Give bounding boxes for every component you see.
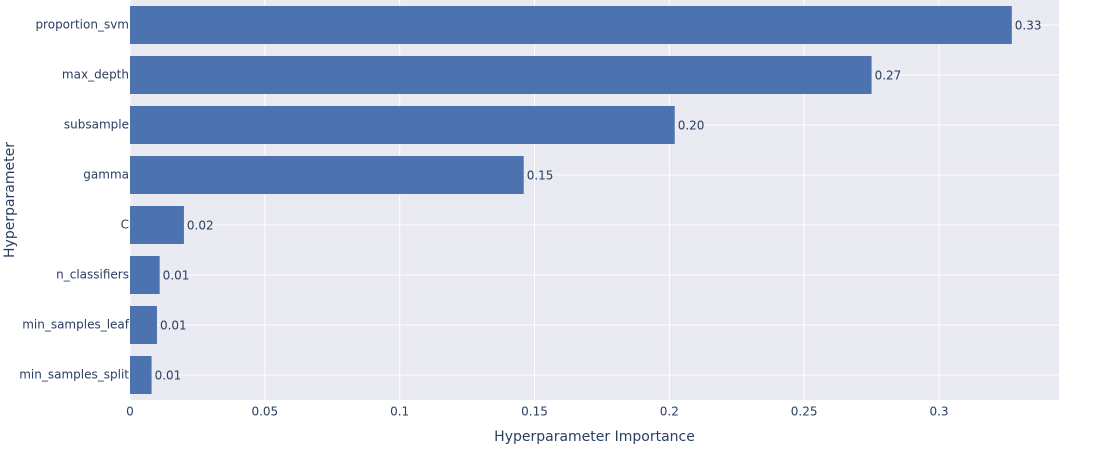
bar[interactable]	[130, 6, 1012, 44]
x-tick-label: 0.15	[521, 405, 548, 419]
bar[interactable]	[130, 156, 524, 194]
label-layer: 0 0.05 0.1 0.15 0.2 0.25 0.3 proportion_svm 0.33…	[19, 18, 1041, 419]
bar[interactable]	[130, 356, 152, 394]
bar[interactable]	[130, 306, 157, 344]
y-tick-label: min_samples_split	[19, 368, 129, 382]
x-tick-label: 0	[126, 405, 134, 419]
bar[interactable]	[130, 56, 872, 94]
bar-value-label: 0.02	[187, 219, 214, 233]
x-tick-label: 0.3	[929, 405, 948, 419]
y-axis-title: Hyperparameter	[2, 142, 18, 258]
y-tick-label: C	[121, 218, 129, 232]
y-tick-label: max_depth	[62, 68, 129, 82]
bar[interactable]	[130, 106, 675, 144]
bar-value-label: 0.01	[160, 319, 187, 333]
bar-layer	[130, 6, 1012, 394]
bar-value-label: 0.15	[527, 169, 554, 183]
bar-value-label: 0.01	[155, 369, 182, 383]
x-tick-label: 0.05	[251, 405, 278, 419]
bar[interactable]	[130, 256, 160, 294]
x-tick-label: 0.1	[390, 405, 409, 419]
y-tick-label: min_samples_leaf	[22, 318, 130, 332]
y-tick-label: gamma	[83, 168, 129, 182]
bar-value-label: 0.01	[163, 269, 190, 283]
x-tick-label: 0.2	[660, 405, 679, 419]
bar-value-label: 0.27	[875, 69, 902, 83]
y-tick-label: subsample	[64, 118, 129, 132]
y-tick-label: proportion_svm	[35, 18, 129, 32]
bar-value-label: 0.33	[1015, 19, 1042, 33]
x-tick-label: 0.25	[791, 405, 818, 419]
bar-value-label: 0.20	[678, 119, 705, 133]
bar[interactable]	[130, 206, 184, 244]
y-tick-label: n_classifiers	[56, 268, 129, 282]
x-axis-title: Hyperparameter Importance	[494, 429, 695, 445]
